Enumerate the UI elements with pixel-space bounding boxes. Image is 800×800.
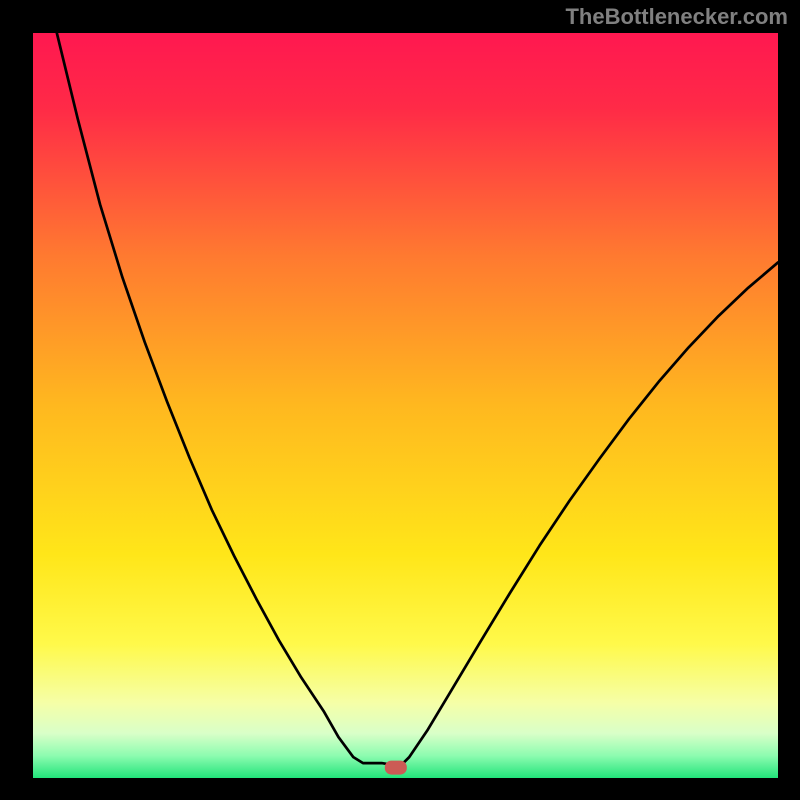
- watermark-text: TheBottlenecker.com: [565, 4, 788, 30]
- chart-svg: [0, 0, 800, 800]
- gradient-background: [33, 33, 778, 778]
- optimum-marker: [385, 761, 406, 774]
- chart-container: TheBottlenecker.com: [0, 0, 800, 800]
